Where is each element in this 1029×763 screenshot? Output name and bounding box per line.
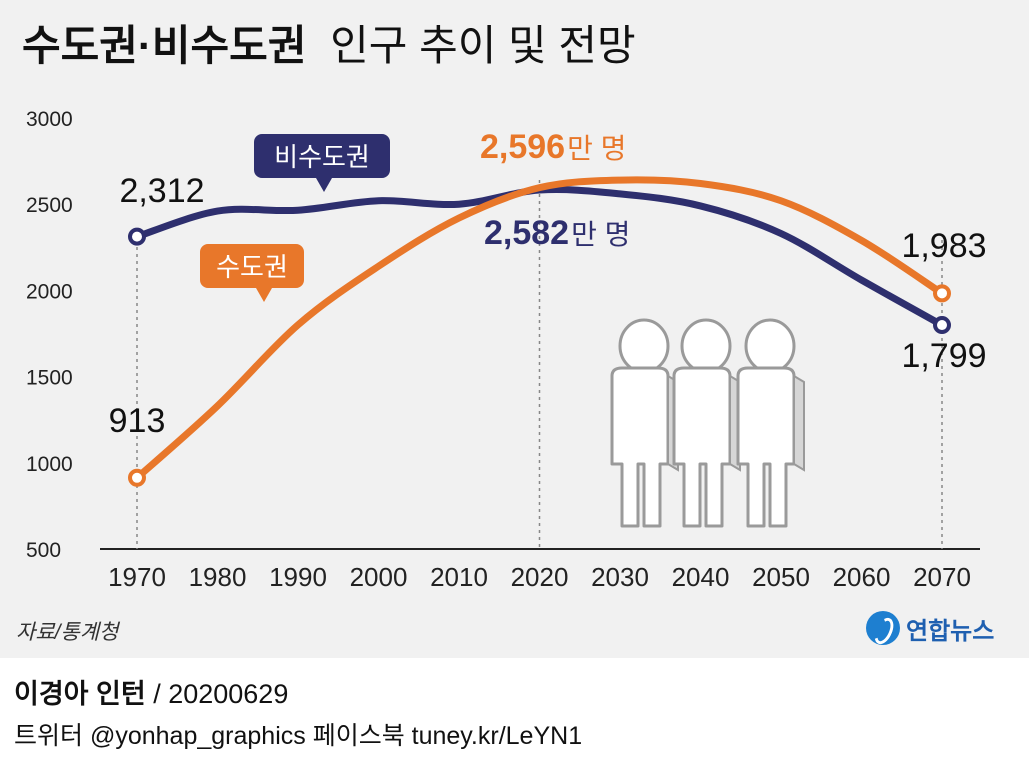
label-capital-2020-value: 2,596: [480, 128, 565, 166]
footer-author: 이경아 인턴: [14, 679, 146, 709]
label-noncapital-2020-unit: 만 명: [571, 219, 630, 250]
legend-capital: 수도권: [200, 244, 304, 302]
legend-capital-label: 수도권: [216, 252, 288, 282]
y-tick-label: 1500: [26, 367, 73, 390]
x-tick-label: 2010: [430, 562, 488, 592]
x-tick-label: 1980: [189, 562, 247, 592]
footer-credit: 이경아 인턴 / 20200629: [14, 672, 288, 711]
x-tick-label: 2050: [752, 562, 810, 592]
legend-noncapital: 비수도권: [254, 134, 390, 192]
person-figure: [672, 318, 741, 528]
x-tick-label: 2020: [511, 562, 569, 592]
footer-date: / 20200629: [145, 679, 289, 709]
x-tick-label: 1970: [108, 562, 166, 592]
series-line-capital: [133, 176, 946, 482]
y-tick-label: 3000: [26, 108, 73, 131]
series-markers: [128, 227, 951, 487]
person-figure: [610, 318, 679, 528]
person-figure: [736, 318, 805, 528]
y-tick-labels: 3000 2500 2000 1500 1000 500: [26, 108, 73, 562]
series-lines: [133, 176, 946, 482]
label-capital-2020-unit: 만 명: [567, 133, 626, 164]
footer: 이경아 인턴 / 20200629 트위터 @yonhap_graphics 페…: [0, 658, 1029, 763]
chart-title-bold: 수도권·비수도권: [22, 22, 306, 69]
y-tick-label: 1000: [26, 453, 73, 476]
legend-noncapital-bubble: [254, 134, 390, 192]
x-tick-label: 1990: [269, 562, 327, 592]
marker-noncapital: [933, 316, 951, 335]
yonhap-logo: 연합뉴스: [866, 608, 994, 648]
y-tick-label: 2500: [26, 194, 73, 217]
chart-title-regular: 인구 추이 및 전망: [330, 22, 636, 69]
source-note: 자료/통계청: [16, 621, 119, 644]
people-illustration: [610, 318, 805, 528]
marker-capital: [933, 284, 951, 303]
footer-social: 트위터 @yonhap_graphics 페이스북 tuney.kr/LeYN1: [14, 722, 583, 750]
label-noncapital-2020-value: 2,582: [484, 214, 569, 252]
chart: 수도권·비수도권 인구 추이 및 전망 3000 2500 2000 1500 1000…: [22, 22, 987, 592]
label-capital-2070: 1,983: [901, 227, 986, 265]
label-noncapital-2070: 1,799: [901, 337, 986, 375]
x-tick-label: 2030: [591, 562, 649, 592]
x-tick-label: 2060: [833, 562, 891, 592]
chart-title: 수도권·비수도권 인구 추이 및 전망: [22, 22, 636, 69]
x-tick-label: 2000: [350, 562, 408, 592]
legend-noncapital-label: 비수도권: [274, 142, 370, 172]
label-capital-1970: 913: [109, 402, 166, 440]
x-tick-label: 2040: [672, 562, 730, 592]
label-noncapital-2020: 2,582만 명: [484, 214, 630, 252]
y-tick-label: 2000: [26, 280, 73, 303]
yonhap-logo-text: 연합뉴스: [906, 617, 995, 645]
marker-capital: [128, 468, 146, 487]
legend-capital-bubble: [200, 244, 304, 302]
x-tick-labels: 1970 1980 1990 2000 2010 2020 2030 2040 2050 2060…: [108, 562, 971, 592]
label-noncapital-1970: 2,312: [119, 172, 204, 210]
label-capital-2020: 2,596만 명: [480, 128, 626, 166]
marker-noncapital: [128, 227, 146, 246]
yonhap-logo-icon: [866, 611, 900, 645]
x-tick-label: 2070: [913, 562, 971, 592]
y-tick-label: 500: [26, 539, 61, 562]
